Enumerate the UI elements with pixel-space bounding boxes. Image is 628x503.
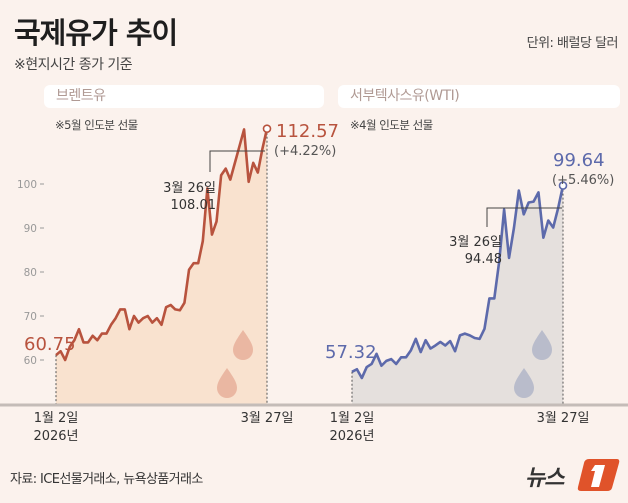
brent-end-marker <box>262 124 272 133</box>
y-tick-label: 90 <box>24 223 37 235</box>
wti-end-value: 99.64 <box>553 150 605 171</box>
wti-callout-line <box>486 207 562 227</box>
brent-x-start: 1월 2일 <box>34 411 79 426</box>
brent-y-axis: 100 90 80 70 60 <box>17 179 37 367</box>
brent-callout-date: 3월 26일 <box>163 181 216 196</box>
brent-callout-value: 108.01 <box>171 198 217 213</box>
brent-x-end: 3월 27일 <box>241 411 294 426</box>
brent-start-value: 60.75 <box>24 334 76 355</box>
wti-start-value: 57.32 <box>325 342 377 363</box>
y-tick-label: 60 <box>24 355 37 367</box>
oil-drop-icon <box>217 330 253 398</box>
wti-end-marker <box>558 181 568 190</box>
brent-note: ※5월 인도분 선물 <box>55 118 138 132</box>
brent-end-value: 112.57 <box>276 121 339 142</box>
wti-x-end: 3월 27일 <box>537 411 590 426</box>
brent-chart <box>55 124 272 404</box>
wti-end-change: (+5.46%) <box>552 173 614 188</box>
news1-logo: 뉴스 <box>525 455 620 493</box>
y-tick-label: 70 <box>24 311 37 323</box>
brent-panel-title: 브렌트유 <box>44 85 324 108</box>
wti-line <box>351 185 565 380</box>
wti-callout-value: 94.48 <box>465 252 502 267</box>
brent-end-change: (+4.22%) <box>274 144 336 159</box>
wti-callout-date: 3월 26일 <box>449 235 502 250</box>
wti-area <box>352 185 563 404</box>
svg-text:뉴스: 뉴스 <box>525 466 566 491</box>
brent-area <box>56 128 267 404</box>
wti-x-start: 1월 2일 <box>330 411 375 426</box>
page-title: 국제유가 추이 <box>14 16 178 50</box>
y-tick-label: 100 <box>17 179 37 191</box>
y-tick-label: 80 <box>24 267 37 279</box>
page-subtitle: ※현지시간 종가 기준 <box>14 57 133 73</box>
unit-label: 단위: 배럴당 달러 <box>526 36 619 51</box>
brent-callout-line <box>209 150 265 172</box>
wti-chart <box>351 181 568 404</box>
wti-panel-title: 서부텍사스유(WTI) <box>338 85 620 108</box>
brent-x-start-year: 2026년 <box>33 429 78 444</box>
wti-note: ※4월 인도분 선물 <box>350 118 433 132</box>
oil-drop-icon <box>514 330 552 398</box>
source-note: 자료: ICE선물거래소, 뉴욕상품거래소 <box>10 472 203 487</box>
wti-x-start-year: 2026년 <box>329 429 374 444</box>
